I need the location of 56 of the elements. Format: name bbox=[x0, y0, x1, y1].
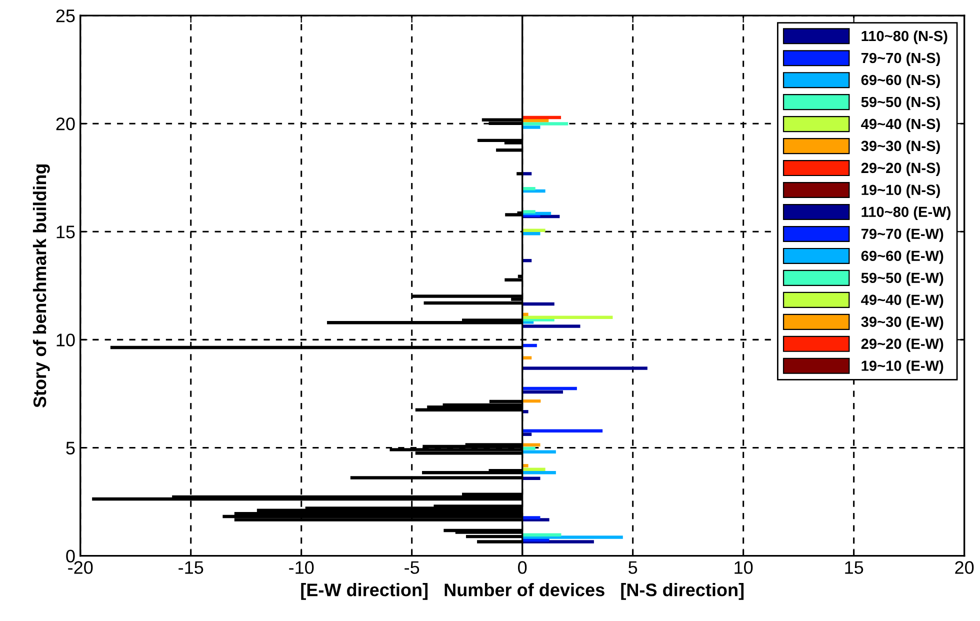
x-tick-label: 10 bbox=[734, 561, 753, 574]
bar bbox=[522, 116, 562, 120]
legend-label: 19~10 (E-W) bbox=[862, 360, 944, 374]
bar bbox=[522, 172, 532, 176]
x-tick-label: -20 bbox=[68, 561, 93, 574]
bar bbox=[522, 122, 568, 126]
legend-label: 29~20 (E-W) bbox=[861, 338, 944, 352]
bar bbox=[522, 386, 577, 390]
legend-label: 19~10 (N-S) bbox=[862, 184, 940, 198]
bar bbox=[522, 516, 540, 520]
legend-label: 110~80 (E-W) bbox=[862, 206, 950, 220]
legend-label: 79~70 (E-W) bbox=[861, 228, 944, 242]
bar bbox=[522, 356, 532, 360]
y-tick-label: 5 bbox=[66, 442, 75, 454]
x-tick-label: -15 bbox=[178, 561, 204, 574]
legend-label: 39~30 (N-S) bbox=[861, 140, 940, 154]
legend-label: 69~60 (E-W) bbox=[861, 250, 944, 264]
legend-label: 39~30 (E-W) bbox=[861, 316, 944, 330]
legend-label: 29~20 (N-S) bbox=[861, 162, 940, 176]
bar bbox=[522, 470, 556, 474]
x-tick-label: -10 bbox=[289, 561, 314, 574]
bar bbox=[522, 468, 546, 471]
y-tick-label: 15 bbox=[56, 226, 75, 238]
bar bbox=[522, 324, 580, 328]
x-tick-label: 0 bbox=[518, 561, 527, 574]
legend-label: 79~70 (N-S) bbox=[861, 52, 940, 66]
bar bbox=[522, 390, 563, 394]
legend-label: 110~80 (N-S) bbox=[862, 30, 948, 44]
bar bbox=[522, 210, 536, 214]
legend-label: 69~60 (N-S) bbox=[861, 74, 940, 88]
bar bbox=[522, 429, 603, 433]
x-tick-label: 20 bbox=[955, 561, 974, 574]
bar bbox=[522, 228, 546, 232]
bar bbox=[522, 410, 528, 414]
bar bbox=[522, 302, 554, 306]
legend-label: 49~40 (E-W) bbox=[861, 294, 944, 308]
x-tick-label: -5 bbox=[404, 561, 420, 574]
bar bbox=[522, 118, 549, 122]
x-axis-title: [E-W direction] Number of devices [N-S direction] bbox=[301, 583, 744, 600]
bar bbox=[522, 464, 528, 468]
x-tick-label: 15 bbox=[845, 561, 864, 574]
legend-label: 49~40 (N-S) bbox=[861, 118, 940, 132]
y-tick-label: 0 bbox=[66, 550, 75, 563]
y-tick-label: 20 bbox=[56, 118, 75, 130]
bar bbox=[522, 450, 556, 454]
y-tick-label: 25 bbox=[56, 9, 75, 22]
y-tick-label: 10 bbox=[56, 334, 75, 346]
bar bbox=[522, 366, 648, 370]
legend-label: 59~50 (E-W) bbox=[861, 272, 944, 286]
bar bbox=[522, 126, 540, 129]
x-tick-label: 5 bbox=[628, 561, 638, 574]
bar bbox=[522, 432, 532, 436]
legend-label: 59~50 (N-S) bbox=[861, 96, 940, 110]
bar bbox=[522, 316, 613, 320]
bar bbox=[522, 533, 562, 536]
y-axis-title: Story of benchmark building bbox=[32, 164, 50, 408]
